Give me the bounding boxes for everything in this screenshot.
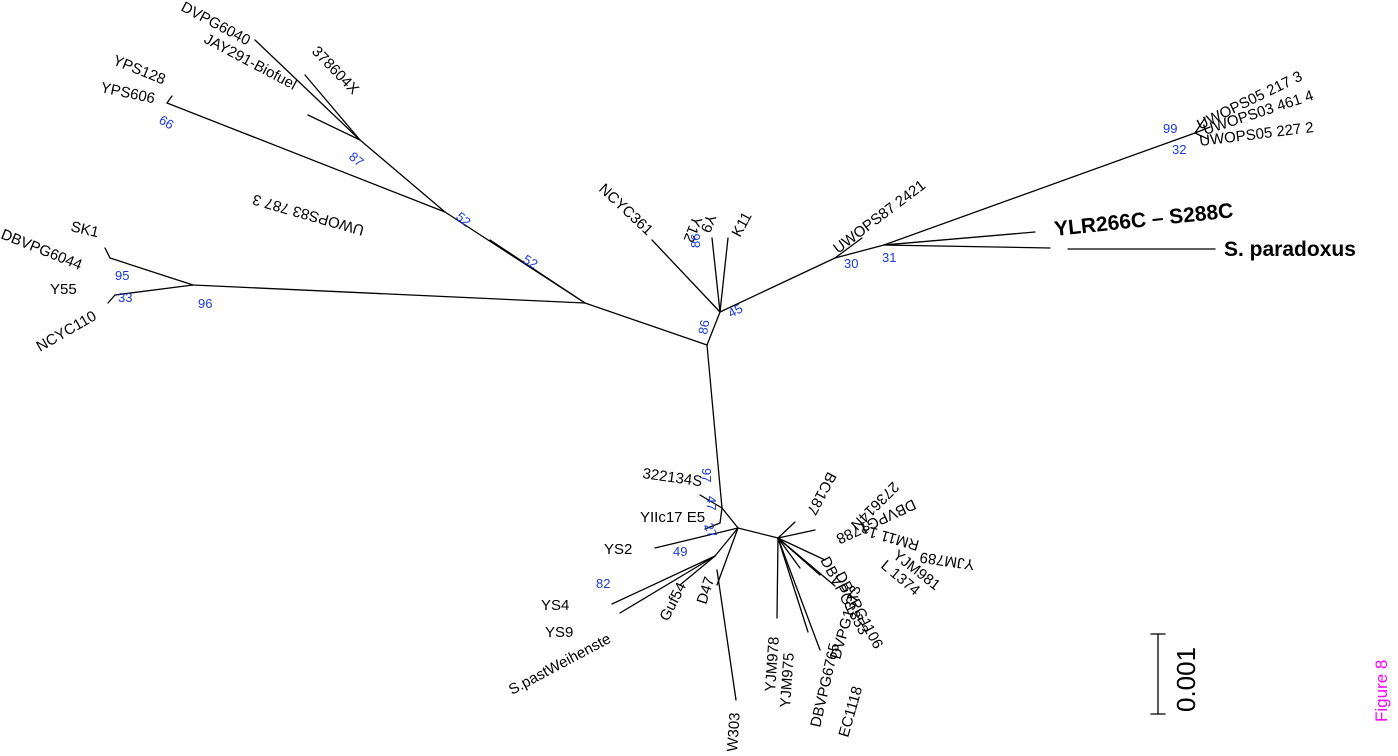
support-label: 86: [688, 234, 703, 248]
branch-d47: [716, 527, 739, 586]
taxon-d47: D47: [694, 575, 719, 606]
support-label: 99: [156, 112, 176, 132]
support-label: 52: [453, 209, 474, 230]
branch-y9: [711, 237, 721, 313]
branch-uwops87: [834, 237, 863, 259]
branch-k11: [719, 237, 729, 313]
branch-to-yps: [166, 102, 446, 213]
taxon-ncyc361: NCYC361: [595, 180, 656, 238]
branch-to-bottom-left: [719, 507, 723, 524]
branch-uwops03-461: [1194, 126, 1211, 134]
taxon-y55: Y55: [50, 281, 77, 298]
branch-to-s288c-node: [834, 244, 885, 259]
branch-ys4-ys9: [611, 555, 716, 605]
support-label: 52: [521, 252, 541, 272]
branch-to-6040-node: [359, 139, 446, 213]
taxon-ys2: YS2: [604, 541, 632, 558]
branch-322134s: [699, 494, 723, 509]
taxon-uwops83: UWOPS83 787 3: [251, 190, 366, 238]
support-values: 99 32 30 31 45 86 86 52 52 87 99 95 33 9…: [115, 112, 1186, 591]
taxon-ylr266c-s288c: YLR266C – S288C: [1053, 199, 1234, 241]
branch-378604x: [304, 74, 361, 141]
taxon-jay291: JAY291-Biofuel: [201, 31, 299, 94]
branch-ncyc361: [651, 239, 721, 313]
support-label: 97: [699, 468, 714, 482]
branch-uwops05-217: [1194, 117, 1206, 134]
branch-uwops83: [489, 239, 586, 304]
branch-ncyc110: [107, 294, 116, 304]
support-label: 49: [673, 544, 687, 559]
scale-bar-label: 0.001: [1171, 647, 1201, 712]
branch-to-uwops-clade: [883, 132, 1196, 246]
taxon-yps606: YPS606: [99, 79, 156, 107]
taxon-s-paradoxus: S. paradoxus: [1224, 238, 1356, 261]
branch-uwops05-227: [1194, 132, 1209, 140]
taxon-labels: UWOPS05 217 3 UWOPS03 461 4 UWOPS05 227 …: [0, 0, 1356, 752]
branch-sk1-clade: [109, 257, 194, 286]
taxon-bc187: BC187: [803, 469, 840, 517]
taxon-322134s: 322134S: [641, 465, 703, 490]
branch-to-right-node: [737, 527, 779, 539]
branch-dbvpg1106: [777, 537, 836, 587]
branch-l1374: [777, 537, 826, 561]
branch-root-left: [584, 302, 708, 346]
branch-dbvpg6765: [777, 537, 809, 633]
branch-w303: [716, 569, 737, 701]
support-label: 99: [1163, 121, 1177, 136]
branch-root-up: [706, 311, 721, 346]
branch-yjm978: [776, 537, 779, 619]
branch-y55-clade: [114, 284, 194, 296]
support-label: 86: [695, 319, 712, 336]
tree-branches: [104, 39, 1216, 715]
taxon-ys4: YS4: [541, 597, 569, 614]
support-label: 31: [882, 250, 896, 265]
taxon-ncyc110: NCYC110: [34, 308, 100, 356]
branch-root-down: [706, 344, 723, 509]
branch-to-ys-node: [714, 527, 739, 557]
support-label: 47: [704, 496, 719, 510]
support-label: 82: [596, 576, 610, 591]
branch-dbvpg1373: [777, 537, 801, 569]
branch-spast: [619, 555, 716, 614]
taxon-k11: K11: [729, 209, 756, 240]
branch-right-stem: [719, 257, 836, 313]
figure-label: Figure 8: [1372, 660, 1391, 722]
branch-left-stem: [192, 284, 586, 304]
support-label: 32: [1172, 142, 1186, 157]
branch-jay291: [307, 114, 361, 141]
support-label: 30: [844, 256, 858, 271]
branch-bc187: [777, 521, 796, 539]
support-label: 27: [701, 521, 720, 540]
support-label: 45: [725, 301, 745, 321]
taxon-ec1118: EC1118: [836, 684, 867, 739]
branch-yps128: [166, 95, 173, 104]
taxon-378604x: 378604X: [308, 43, 362, 98]
branch-ec1118: [777, 537, 821, 651]
support-label: 33: [118, 290, 132, 305]
taxon-guf54: Guf54: [656, 580, 690, 624]
taxon-sk1: SK1: [69, 218, 100, 241]
taxon-y9: Y9: [697, 212, 719, 235]
taxon-w303: W303: [724, 712, 744, 752]
support-label: 87: [346, 149, 367, 170]
branch-sk1: [104, 247, 111, 259]
branch-guf54: [679, 555, 716, 586]
branch-yiic17: [704, 522, 721, 530]
support-label: 95: [115, 268, 129, 283]
taxon-yjm975: YJM975: [777, 652, 798, 708]
branch-s288c: [883, 231, 1036, 246]
branch-273614n: [777, 529, 816, 539]
support-label: 96: [198, 296, 212, 311]
branch-dvpg6040: [254, 39, 361, 141]
taxon-yjm978: YJM978: [762, 636, 783, 692]
taxon-ys9: YS9: [545, 624, 573, 641]
taxon-yiic17: YIIc17 E5: [640, 509, 705, 526]
branch-to-bottom-right: [721, 507, 739, 529]
branch-paradoxus: [883, 244, 1051, 249]
branch-ys2: [654, 527, 739, 549]
